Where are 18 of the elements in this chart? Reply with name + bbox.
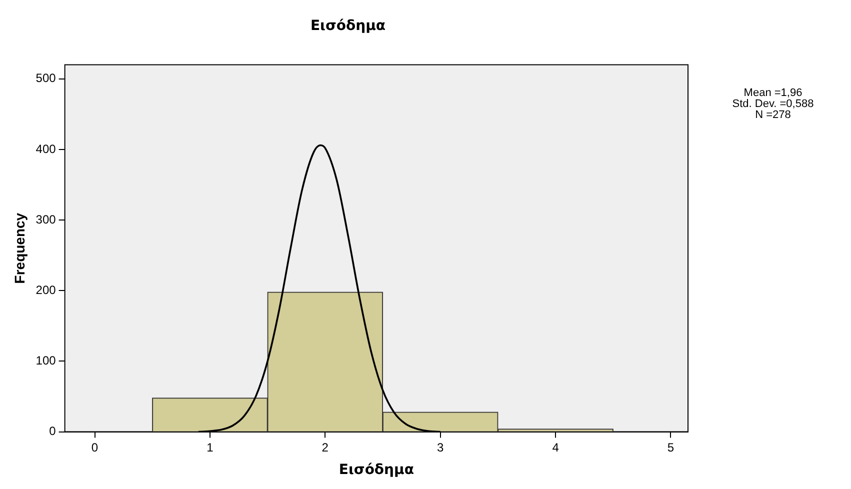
x-axis-title: Εισόδημα: [338, 462, 414, 478]
x-tick-label: 1: [206, 440, 214, 454]
text: Mean =1,96: [742, 87, 804, 99]
y-tick-label: 300: [36, 212, 56, 226]
y-axis-title: Frequency: [11, 212, 28, 284]
x-tick-label: 0: [91, 440, 98, 454]
y-tick-label: 500: [36, 71, 56, 86]
text: N =278: [754, 109, 792, 121]
text: Std. Dev. =0,588: [731, 98, 815, 110]
chart-title: Εισόδημα: [310, 18, 386, 34]
y-tick-label: 0: [49, 424, 56, 438]
y-tick-label: 100: [36, 354, 56, 368]
x-tick-label: 5: [667, 440, 674, 454]
y-tick-label: 400: [36, 142, 56, 156]
y-tick-label: 200: [36, 282, 56, 297]
x-tick-label: 2: [322, 440, 329, 454]
x-tick-label: 3: [436, 440, 444, 454]
x-tick-label: 4: [552, 440, 560, 454]
